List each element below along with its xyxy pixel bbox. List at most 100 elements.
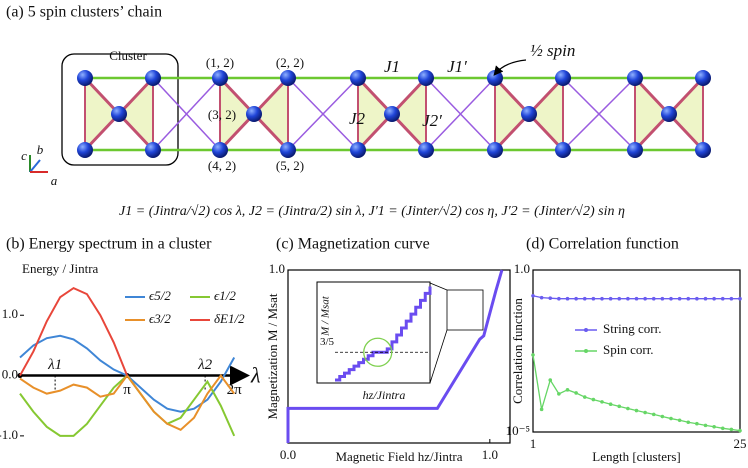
cluster-face bbox=[254, 78, 288, 150]
coupling-label: J1 bbox=[384, 57, 400, 76]
series-marker bbox=[703, 423, 708, 428]
spin bbox=[627, 142, 643, 158]
legend-label: String corr. bbox=[603, 321, 662, 336]
inset-y-label: M / Msat bbox=[320, 295, 332, 337]
series-marker bbox=[634, 296, 639, 301]
inter-bond bbox=[425, 77, 496, 151]
series-marker bbox=[677, 296, 682, 301]
spin bbox=[77, 142, 93, 158]
cluster-face bbox=[358, 78, 392, 150]
panel-a-title: (a) 5 spin clusters’ chain bbox=[6, 4, 162, 21]
spin bbox=[350, 70, 366, 86]
y-axis-label: Magnetization M / Msat bbox=[265, 293, 280, 419]
zoom-box bbox=[446, 289, 484, 331]
intra-bond bbox=[356, 112, 394, 152]
spin bbox=[555, 70, 571, 86]
spin-arrow bbox=[493, 59, 527, 76]
annotation: λ1 bbox=[47, 357, 62, 373]
plot-frame bbox=[532, 269, 741, 433]
chart-title: (c) Magnetization curve bbox=[276, 236, 430, 253]
series-marker bbox=[539, 295, 544, 300]
cluster-face bbox=[220, 78, 254, 150]
cluster-face bbox=[85, 78, 119, 150]
intra-bond bbox=[493, 76, 531, 116]
intra-bond bbox=[633, 76, 671, 116]
intra-bond bbox=[117, 112, 155, 152]
series-marker bbox=[695, 421, 699, 426]
legend-label: Spin corr. bbox=[603, 342, 654, 357]
series-marker bbox=[608, 402, 613, 407]
spin bbox=[555, 142, 571, 158]
spin bbox=[111, 106, 127, 122]
spin bbox=[350, 142, 366, 158]
series-marker bbox=[669, 416, 673, 421]
legend-marker bbox=[584, 328, 588, 332]
series-marker bbox=[600, 400, 604, 404]
cluster-face bbox=[529, 78, 563, 150]
cluster-face bbox=[119, 78, 153, 150]
spin bbox=[280, 142, 296, 158]
intra-bond bbox=[527, 76, 565, 116]
site-label: (4, 2) bbox=[208, 158, 236, 173]
cluster-face bbox=[635, 78, 669, 150]
inset-x-label: hz/Jintra bbox=[363, 388, 406, 402]
series-marker bbox=[703, 296, 708, 301]
intra-bond bbox=[356, 76, 394, 116]
spin bbox=[145, 70, 161, 86]
series-marker bbox=[565, 388, 570, 392]
intra-bond bbox=[633, 112, 671, 152]
spin bbox=[77, 70, 93, 86]
inset-tick-label: 3/5 bbox=[320, 336, 335, 348]
spin bbox=[627, 70, 643, 86]
inter-bond bbox=[562, 77, 636, 151]
series-marker bbox=[738, 428, 742, 433]
series-marker bbox=[591, 397, 596, 402]
spin bbox=[521, 106, 537, 122]
series-marker bbox=[643, 296, 647, 301]
spin bbox=[145, 142, 161, 158]
series-marker bbox=[643, 410, 647, 415]
chart-title: (b) Energy spectrum in a cluster bbox=[6, 236, 212, 253]
spin bbox=[695, 142, 711, 158]
axis-b: b bbox=[37, 142, 44, 157]
y-tick-label: 1.0 bbox=[269, 261, 285, 276]
x-tick-label: π bbox=[123, 382, 131, 398]
zoom-link bbox=[429, 282, 448, 291]
inset-frame bbox=[316, 281, 431, 384]
charts: (b) Energy spectrum in a cluster λ Energy … bbox=[0, 236, 747, 464]
y-tick-label: 1.0 bbox=[2, 306, 18, 321]
chart-title: (d) Correlation function bbox=[526, 236, 679, 253]
spin bbox=[212, 142, 228, 158]
series-marker bbox=[626, 296, 630, 301]
y-axis-label: Energy / Jintra bbox=[22, 261, 99, 276]
spin bbox=[695, 70, 711, 86]
spin bbox=[212, 70, 228, 86]
series-marker bbox=[531, 353, 535, 357]
series-marker bbox=[669, 296, 673, 301]
y-tick-label: 10⁻⁵ bbox=[506, 423, 530, 438]
formula: J1 = (Jintra/√2) cos λ, J2 = (Jintra/2) … bbox=[119, 204, 625, 219]
x-tick-label: 1 bbox=[530, 436, 537, 451]
spin bbox=[487, 142, 503, 158]
series-marker bbox=[677, 418, 682, 423]
series-marker bbox=[608, 296, 613, 301]
intra-bond bbox=[252, 112, 290, 152]
series-marker bbox=[557, 296, 561, 301]
series-line bbox=[532, 354, 741, 432]
series-marker bbox=[574, 391, 578, 395]
cluster-face bbox=[392, 78, 426, 150]
series-marker bbox=[531, 293, 535, 298]
series-marker bbox=[712, 424, 716, 429]
intra-bond bbox=[83, 76, 121, 116]
series-line bbox=[19, 286, 129, 377]
site-label: (5, 2) bbox=[276, 158, 304, 173]
x-axis-label: λ bbox=[250, 363, 261, 388]
spin bbox=[280, 70, 296, 86]
series-marker bbox=[617, 296, 622, 301]
legend-label: ϵ3/2 bbox=[149, 311, 171, 326]
coupling-label: J2′ bbox=[422, 111, 442, 130]
spin bbox=[418, 142, 434, 158]
series-marker bbox=[651, 412, 656, 417]
series-line bbox=[19, 373, 236, 432]
inter-bond bbox=[152, 77, 221, 151]
